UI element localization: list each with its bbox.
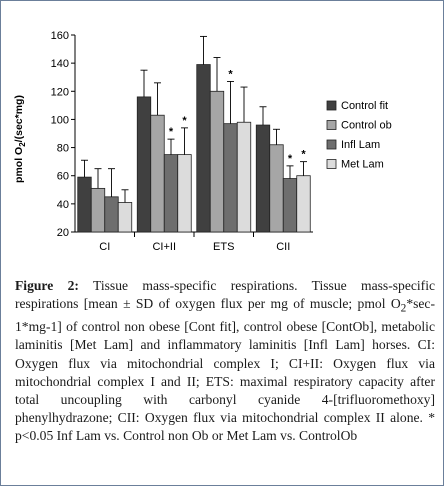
x-tick-label: CII [276,241,290,253]
legend-swatch [326,120,337,130]
y-tick-label: 160 [51,30,69,42]
bar [196,64,211,233]
bar [255,124,271,233]
significance-asterisk: * [228,68,233,80]
legend-swatch [326,100,337,111]
y-tick-label: 20 [57,227,69,239]
y-tick-label: 140 [51,58,69,70]
bar [223,123,238,233]
bar [296,175,311,233]
significance-asterisk: * [288,153,293,165]
y-axis-label-main: pmol O [13,147,25,183]
significance-asterisk: * [169,126,174,138]
bar [104,196,119,233]
caption-text-part-2: *sec-1*mg-1] of control non obese [Cont … [15,296,435,444]
bar [150,114,165,233]
caption-label: Figure 2: [15,278,79,293]
bar [269,144,284,233]
legend-label: Control fit [341,100,388,112]
significance-asterisk: * [301,149,306,161]
figure-caption: Figure 2: Tissue mass-specific respirati… [15,277,435,446]
caption-text-part-1: Tissue mass-specific respirations. Tissu… [15,278,436,312]
y-axis-label-unit: /(sec*mg) [13,95,25,142]
bar [209,90,225,233]
legend-swatch [326,139,337,150]
bar [236,121,252,233]
y-tick-label: 120 [51,86,69,98]
legend-label: Control ob [341,120,392,132]
legend-label: Infl Lam [341,139,380,151]
y-tick-label: 100 [51,114,69,126]
significance-asterisk: * [182,115,187,127]
legend-label: Met Lam [341,159,384,171]
bar-chart: pmol O2/(sec*mg) 20 40 60 80 100 120 140 160 CI C… [13,30,392,253]
svg-text:pmol O2/(sec*mg): pmol O2/(sec*mg) [13,95,27,183]
bar [117,202,133,233]
caption-subscript: 2 [400,302,407,315]
y-tick-label: 40 [57,199,69,211]
y-axis-label-subscript: 2 [18,142,27,147]
bar [163,154,179,233]
bar [136,96,152,233]
y-axis-label: pmol O2/(sec*mg) [13,95,27,183]
bar [90,187,106,233]
bar [77,176,92,233]
bar [282,178,298,233]
x-tick-label: ETS [213,241,234,253]
y-tick-label: 80 [57,143,69,155]
y-tick-label: 60 [57,171,69,183]
x-tick-label: CI+II [152,241,176,253]
bar [177,154,192,233]
legend-swatch [326,159,337,169]
x-tick-label: CI [99,241,110,253]
